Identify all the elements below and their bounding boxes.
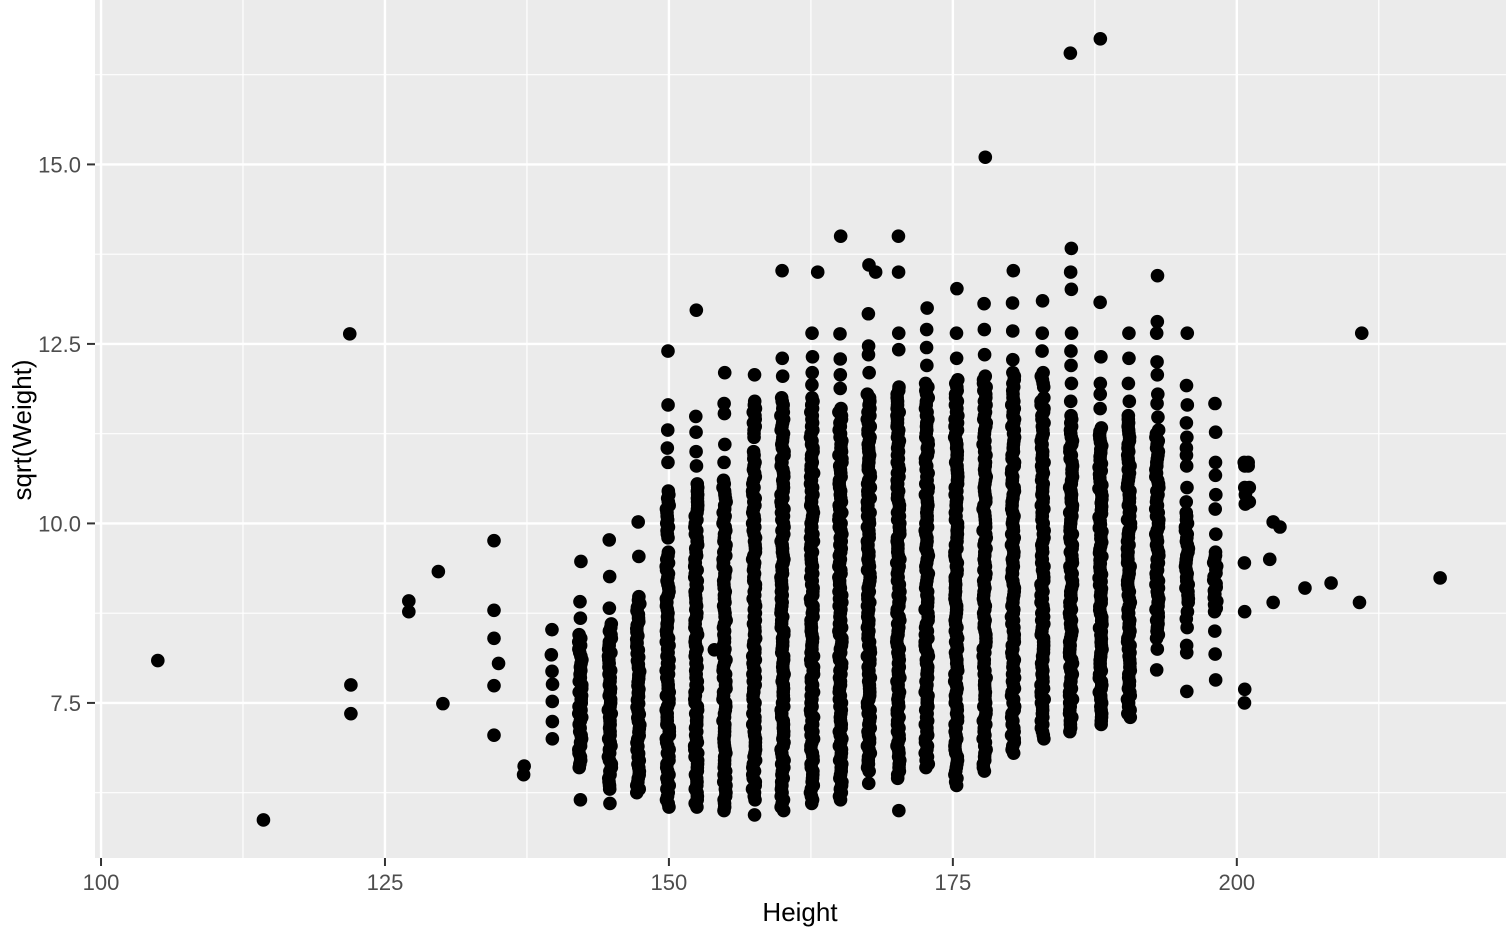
x-tick-label: 175 — [935, 870, 972, 895]
axis-tick-labels: 100 125 150 175 200 7.5 10.0 12.5 15.0 — [38, 152, 1255, 895]
x-tick-label: 100 — [83, 870, 120, 895]
y-tick-label: 12.5 — [38, 332, 81, 357]
x-tick-label: 200 — [1218, 870, 1255, 895]
minor-gridlines — [95, 0, 1506, 858]
x-axis-title: Height — [762, 897, 838, 927]
axis-tick-marks — [87, 163, 1238, 866]
y-tick-label: 15.0 — [38, 152, 81, 177]
y-axis-title: sqrt(Weight) — [7, 359, 37, 500]
y-tick-label: 7.5 — [50, 691, 81, 716]
x-tick-label: 125 — [367, 870, 404, 895]
data-points-layer — [151, 31, 1447, 827]
plot-panel — [95, 0, 1506, 858]
x-tick-label: 150 — [651, 870, 688, 895]
y-tick-label: 10.0 — [38, 511, 81, 536]
